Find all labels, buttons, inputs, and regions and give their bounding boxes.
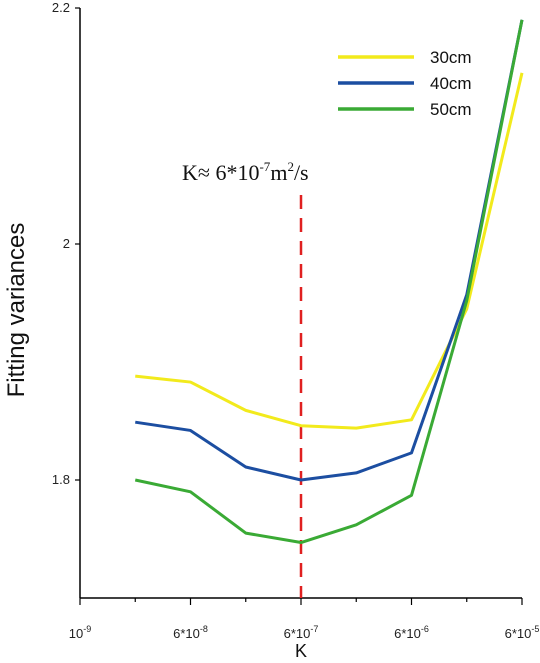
- annotation-text: K≈ 6*10-7m2/s: [182, 159, 309, 185]
- y-tick-label: 2.2: [52, 0, 70, 15]
- x-tick-label: 10-9: [69, 624, 91, 641]
- x-tick-label: 6*10-5: [505, 624, 540, 641]
- x-tick-label: 6*10-8: [173, 624, 208, 641]
- legend-label: 40cm: [430, 74, 472, 93]
- x-ticks: 10-9 6*10-8 6*10-7 6*10-6 6*10-5: [69, 598, 540, 641]
- series-line-50cm: [134, 19, 524, 545]
- y-tick-label: 1.8: [52, 472, 70, 487]
- series-lines: [134, 19, 524, 545]
- y-axis-label: Fitting variances: [3, 223, 30, 398]
- x-tick-label: 6*10-6: [394, 624, 429, 641]
- legend-label: 50cm: [430, 100, 472, 119]
- series-line-40cm: [135, 19, 524, 482]
- y-ticks: 1.8 2 2.2: [52, 0, 80, 487]
- y-tick-label: 2: [63, 236, 70, 251]
- legend-label: 30cm: [430, 48, 472, 67]
- series-line-30cm: [135, 72, 524, 430]
- x-axis-label: K: [295, 641, 307, 661]
- legend: 30cm 40cm 50cm: [338, 48, 472, 119]
- x-tick-label: 6*10-7: [284, 624, 319, 641]
